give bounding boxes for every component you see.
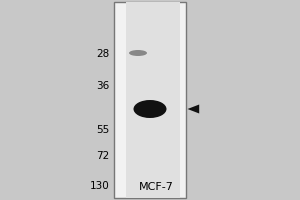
Bar — [126, 2, 180, 198]
Bar — [114, 2, 186, 198]
Ellipse shape — [129, 50, 147, 56]
Polygon shape — [188, 104, 199, 114]
Text: MCF-7: MCF-7 — [139, 182, 173, 192]
Text: 36: 36 — [96, 81, 110, 91]
Text: 130: 130 — [90, 181, 110, 191]
Ellipse shape — [134, 100, 166, 118]
Text: 72: 72 — [96, 151, 110, 161]
Text: 55: 55 — [96, 125, 110, 135]
Text: 28: 28 — [96, 49, 110, 59]
